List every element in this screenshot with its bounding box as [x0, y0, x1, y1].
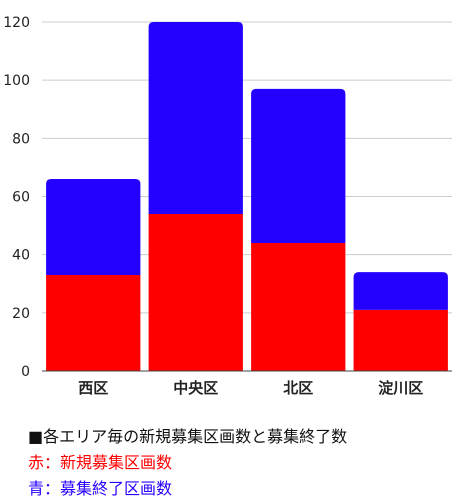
y-tick-label: 40	[12, 248, 30, 264]
bar-segment-closed-listings	[148, 22, 243, 214]
x-category-label: 西区	[78, 379, 108, 397]
x-category-label: 淀川区	[378, 379, 423, 397]
y-tick-label: 120	[3, 15, 30, 31]
bar-segment-new-listings	[353, 309, 448, 371]
bar-segment-closed-listings	[46, 179, 141, 276]
notes-title: ■各エリア毎の新規募集区画数と募集終了数	[28, 427, 348, 446]
legend-note-blue: 青：募集終了区画数	[28, 479, 173, 498]
x-category-label: 北区	[283, 379, 313, 397]
x-axis-categories: 西区 中央区 北区 淀川区	[78, 379, 423, 397]
bar-segment-closed-listings	[353, 272, 448, 310]
y-tick-label: 100	[3, 73, 30, 89]
y-tick-label: 80	[12, 131, 30, 147]
bar-segment-new-listings	[251, 243, 346, 371]
legend-note-red: 赤：新規募集区画数	[28, 453, 173, 472]
y-tick-label: 60	[12, 190, 30, 206]
bar-segment-new-listings	[46, 275, 141, 371]
y-axis-ticks: 0 20 40 60 80 100 120	[3, 15, 30, 380]
y-tick-label: 20	[12, 306, 30, 322]
stacked-bar-chart: 0 20 40 60 80 100 120 西区 中央区 北区 淀川区	[3, 15, 452, 397]
x-category-label: 中央区	[173, 379, 218, 397]
y-tick-label: 0	[21, 364, 30, 380]
bar-segment-new-listings	[148, 213, 243, 371]
chart-notes: ■各エリア毎の新規募集区画数と募集終了数 赤：新規募集区画数 青：募集終了区画数	[28, 424, 458, 502]
bars	[46, 22, 448, 371]
bar-segment-closed-listings	[251, 88, 346, 244]
